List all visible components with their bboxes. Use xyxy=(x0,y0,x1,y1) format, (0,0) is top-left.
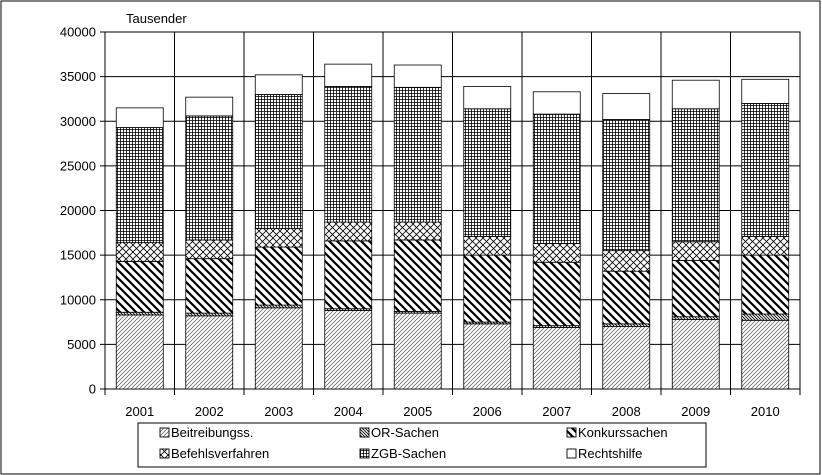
bar-segment xyxy=(115,260,164,313)
legend-label: Befehlsverfahren xyxy=(171,446,269,461)
bar-segment xyxy=(741,319,790,390)
legend-label: Beitreibungss. xyxy=(171,425,253,440)
y-tick-label: 20000 xyxy=(60,203,96,218)
y-tick-label: 10000 xyxy=(60,292,96,307)
bar-segment xyxy=(602,119,651,252)
legend-swatch xyxy=(566,427,577,438)
x-tick-label: 2009 xyxy=(681,404,710,419)
bar-segment xyxy=(185,96,234,117)
bar-segment xyxy=(532,113,581,244)
legend-swatch xyxy=(159,427,170,438)
bar-segment xyxy=(115,311,164,316)
bar-segment xyxy=(393,239,442,312)
bar-segment xyxy=(185,115,234,241)
legend-label: ZGB-Sachen xyxy=(371,446,446,461)
bar-segment xyxy=(741,78,790,104)
x-tick-label: 2003 xyxy=(264,404,293,419)
bar-segment xyxy=(602,93,651,120)
bar-segment xyxy=(254,94,303,229)
bar-segment xyxy=(393,221,442,241)
bar-segment xyxy=(532,261,581,327)
bar-segment xyxy=(185,315,234,390)
bar-segment xyxy=(602,326,651,390)
bar-segment xyxy=(324,63,373,87)
bar-segment xyxy=(185,239,234,260)
x-tick-label: 2001 xyxy=(125,404,154,419)
y-tick-label: 15000 xyxy=(60,248,96,263)
bar-segment xyxy=(532,327,581,390)
bar-segment xyxy=(671,316,720,320)
x-tick-label: 2005 xyxy=(403,404,432,419)
bar-segment xyxy=(741,254,790,315)
bar-segment xyxy=(254,307,303,390)
bar-segment xyxy=(115,107,164,128)
bar-segment xyxy=(324,221,373,242)
bar-segment xyxy=(463,323,512,390)
y-tick-label: 5000 xyxy=(67,337,96,352)
bar-segment xyxy=(671,108,720,243)
x-tick-label: 2004 xyxy=(334,404,363,419)
y-tick-label: 40000 xyxy=(60,25,96,40)
bar-segment xyxy=(324,310,373,390)
bar-segment xyxy=(324,240,373,310)
bar-segment xyxy=(254,246,303,306)
bar-segment xyxy=(741,103,790,237)
legend-swatch xyxy=(566,448,577,459)
bar-segment xyxy=(185,258,234,314)
bar-segment xyxy=(115,127,164,244)
legend: Beitreibungss. OR-Sachen Konkurssachen Befe… xyxy=(137,422,707,468)
bar-segment xyxy=(602,250,651,272)
bar-segment xyxy=(115,242,164,262)
bar-segment xyxy=(532,91,581,115)
legend-swatch xyxy=(159,448,170,459)
bar-segment xyxy=(254,74,303,95)
legend-box xyxy=(137,422,707,468)
bar-segment xyxy=(671,79,720,110)
bar-segment xyxy=(741,313,790,321)
x-tick-label: 2008 xyxy=(612,404,641,419)
bar-segment xyxy=(602,323,651,327)
legend-swatch xyxy=(359,448,370,459)
bar-segment xyxy=(393,312,442,390)
y-tick-label: 25000 xyxy=(60,158,96,173)
bar-segment xyxy=(741,235,790,256)
x-tick-label: 2010 xyxy=(751,404,780,419)
y-axis-label: Tausender xyxy=(126,11,187,26)
axes: 0 5000 10000 15000 20000 25000 30000 35000 40000… xyxy=(60,25,801,419)
bar-segment xyxy=(532,243,581,263)
bar-segment xyxy=(602,270,651,325)
bars xyxy=(115,63,790,390)
bar-segment xyxy=(254,227,303,248)
bar-segment xyxy=(463,108,512,237)
bar-segment xyxy=(393,86,442,223)
bar-segment xyxy=(463,235,512,256)
bar-segment xyxy=(463,254,512,323)
legend-label: Konkurssachen xyxy=(578,425,668,440)
bar-segment xyxy=(671,318,720,390)
bar-segment xyxy=(671,260,720,318)
bar-segment xyxy=(393,64,442,88)
legend-swatch xyxy=(359,427,370,438)
y-tick-label: 35000 xyxy=(60,69,96,84)
bar-segment xyxy=(463,86,512,110)
bar-segment xyxy=(254,304,303,309)
legend-label: Rechtshilfe xyxy=(578,446,642,461)
x-tick-label: 2006 xyxy=(473,404,502,419)
bar-segment xyxy=(185,312,234,317)
bar-segment xyxy=(115,314,164,390)
legend-label: OR-Sachen xyxy=(371,425,439,440)
x-tick-label: 2002 xyxy=(195,404,224,419)
bar-segment xyxy=(671,241,720,261)
y-tick-label: 30000 xyxy=(60,114,96,129)
y-tick-label: 0 xyxy=(89,382,96,397)
x-tick-label: 2007 xyxy=(542,404,571,419)
bar-segment xyxy=(324,86,373,223)
